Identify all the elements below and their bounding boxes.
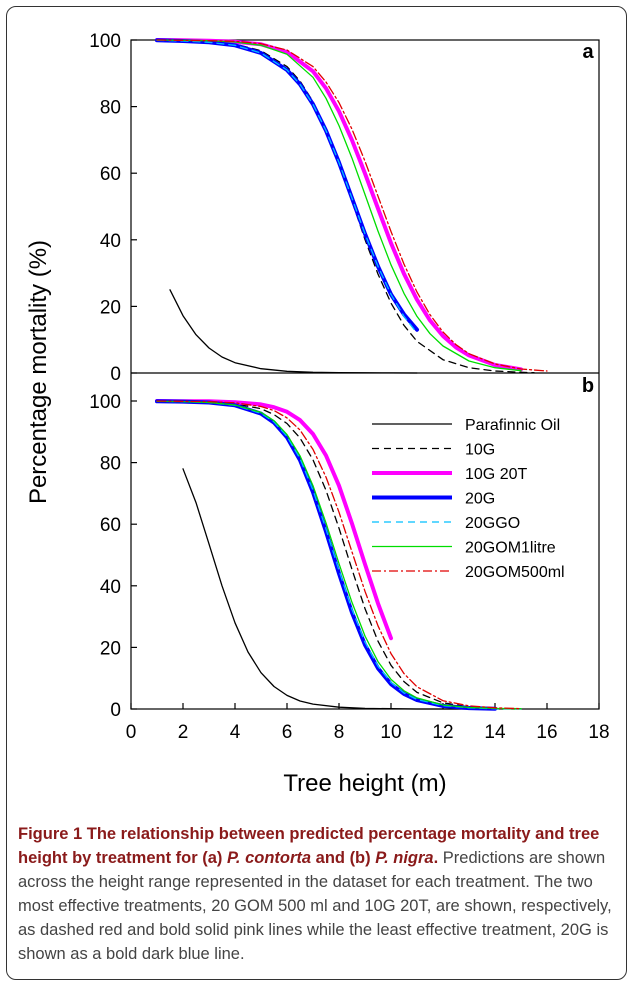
x-tick-label: 8 (334, 722, 345, 743)
legend-label: 20GOM500ml (465, 564, 565, 581)
series-line-parafinnic-oil (169, 289, 418, 374)
x-tick-label: 4 (230, 722, 241, 743)
y-tick-label: 60 (100, 164, 121, 185)
series-line-parafinnic-oil (182, 468, 470, 710)
series-line-10g (156, 39, 535, 374)
figure-caption: Figure 1 The relationship between predic… (18, 822, 618, 966)
legend-label: 20G (465, 491, 495, 508)
series-line-10g-20t (155, 399, 393, 641)
x-axis-title: Tree height (m) (283, 770, 446, 797)
y-tick-label: 0 (110, 364, 121, 385)
legend-label: 20GGO (465, 515, 520, 532)
figure-frame (6, 6, 627, 980)
series-line-10g-20t (155, 38, 523, 372)
panel-a-label: a (582, 41, 594, 63)
y-tick-label: 20 (100, 638, 121, 659)
x-tick-label: 12 (432, 722, 453, 743)
y-tick-label: 80 (100, 98, 121, 119)
legend-label: Parafinnic Oil (465, 417, 560, 434)
x-tick-label: 14 (484, 722, 506, 743)
caption-title: Figure 1 The relationship between predic… (18, 825, 600, 867)
x-tick-label: 0 (126, 722, 137, 743)
x-tick-label: 2 (178, 722, 189, 743)
y-tick-label: 80 (100, 454, 121, 475)
legend-label: 20GOM1litre (465, 540, 556, 557)
y-tick-label: 0 (110, 700, 121, 721)
x-tick-label: 6 (282, 722, 293, 743)
series-line-20ggo (156, 39, 418, 334)
series-line-10g (156, 400, 496, 709)
x-tick-label: 10 (380, 722, 401, 743)
y-tick-label: 100 (89, 31, 121, 52)
x-tick-label: 16 (536, 722, 557, 743)
x-tick-label: 18 (588, 722, 609, 743)
series-line-20gom1litre (156, 400, 522, 710)
series-line-20gom1litre (156, 39, 522, 372)
series-line-20gom500ml (156, 39, 548, 372)
series-line-20g (155, 399, 497, 711)
series-line-20gom500ml (156, 400, 522, 710)
series-line-20g (155, 38, 419, 332)
caption-body: Predictions are shown across the height … (18, 849, 612, 963)
panel-b-label: b (582, 375, 594, 397)
legend-label: 10G 20T (465, 466, 527, 483)
y-tick-label: 20 (100, 297, 121, 318)
y-tick-label: 100 (89, 392, 121, 413)
y-axis-title: Percentage mortality (%) (25, 240, 52, 504)
legend-label: 10G (465, 442, 495, 459)
y-tick-label: 40 (100, 577, 121, 598)
y-tick-label: 60 (100, 515, 121, 536)
y-tick-label: 40 (100, 231, 121, 252)
